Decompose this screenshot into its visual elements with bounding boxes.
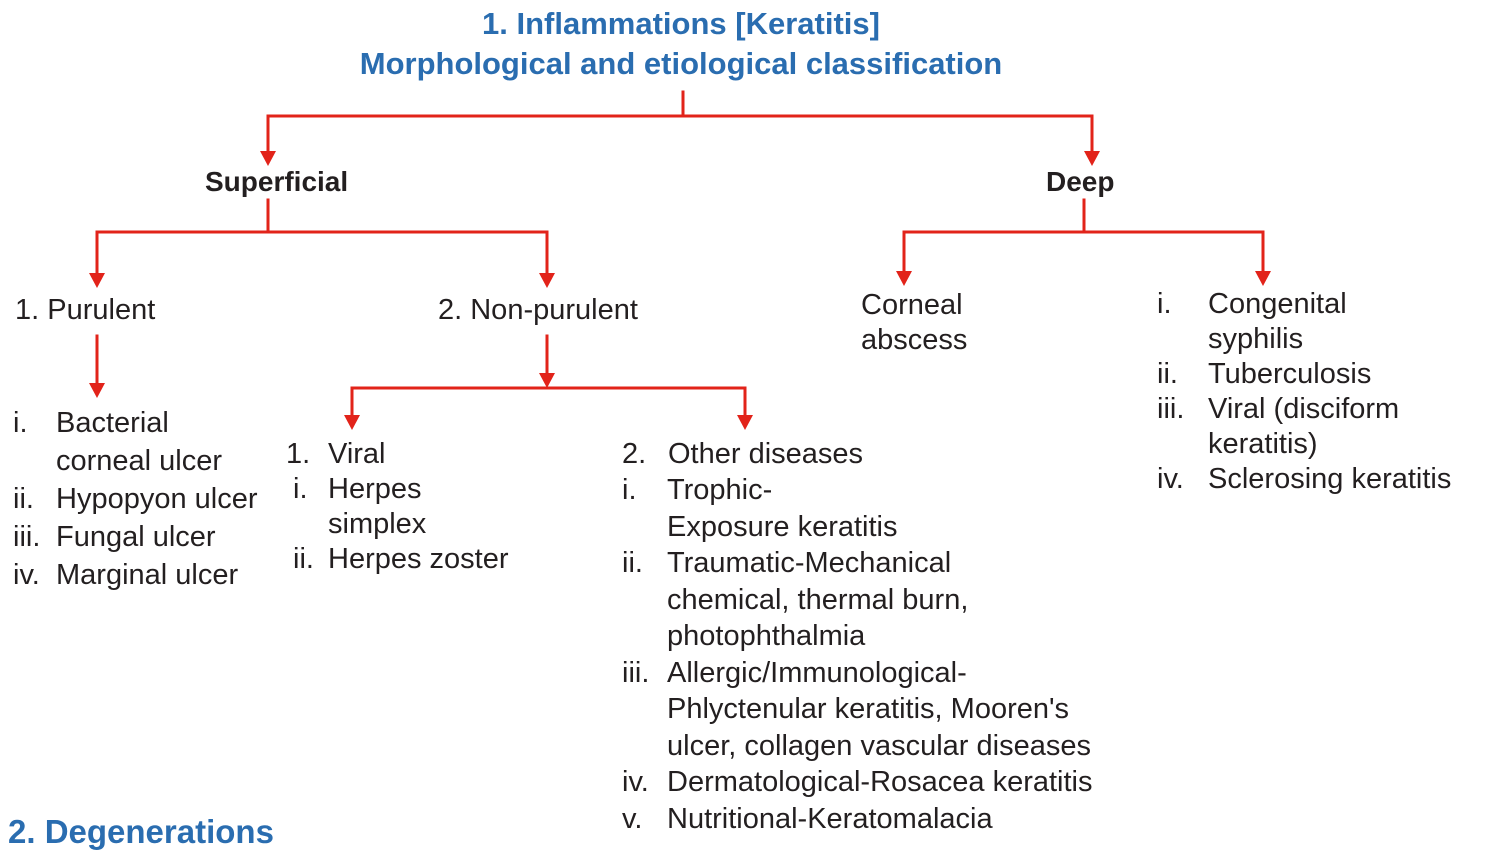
list-item: ii. Traumatic-Mechanical chemical, thermal… — [622, 545, 1093, 655]
arrowhead-icon — [89, 273, 105, 288]
section-degenerations: 2. Degenerations — [8, 813, 274, 850]
purulent-list: i. Bacterial corneal ulcer ii. Hypopyon ulce… — [13, 404, 258, 594]
viral-number: 1. — [286, 438, 311, 470]
list-item-number: iii. — [622, 656, 650, 689]
list-item-text: Congenital — [1208, 288, 1347, 320]
list-item: i. Congenital syphilis — [1157, 287, 1451, 357]
list-item-text: photophthalmia — [667, 620, 866, 652]
list-item-number: ii. — [1157, 358, 1178, 390]
list-item-number: iii. — [13, 521, 41, 553]
list-item-number: ii. — [293, 543, 314, 575]
list-item-text: Tuberculosis — [1208, 358, 1372, 390]
arrowhead-icon — [1084, 151, 1100, 166]
list-item-text: chemical, thermal burn, — [667, 583, 969, 616]
list-item-text: Bacterial — [56, 407, 169, 439]
arrowhead-icon — [260, 151, 276, 166]
deep-causes-list: i. Congenital syphilis ii. Tuberculosis iii. V… — [1157, 287, 1451, 497]
list-item-text: Fungal ulcer — [56, 521, 216, 553]
list-item-text: ulcer, collagen vascular diseases — [667, 729, 1091, 762]
list-item-number: iv. — [622, 766, 649, 798]
list-item-number: i. — [293, 473, 308, 505]
list-item-number: i. — [13, 407, 28, 439]
arrowhead-icon — [1255, 271, 1271, 286]
arrowhead-icon — [737, 415, 753, 430]
node-corneal-abscess-line1: Corneal — [861, 289, 963, 321]
list-item: v. Nutritional-Keratomalacia — [622, 801, 1093, 838]
list-item-number: i. — [622, 474, 637, 506]
diagram-title-line1: 1. Inflammations [Keratitis] — [482, 6, 880, 41]
list-item: i. Bacterial corneal ulcer — [13, 404, 258, 480]
list-item: iv. Sclerosing keratitis — [1157, 462, 1451, 497]
list-item-text: Sclerosing keratitis — [1208, 463, 1452, 495]
list-item-text: Traumatic-Mechanical — [667, 547, 952, 579]
list-item-number: i. — [1157, 288, 1172, 320]
diagram-title-line2: Morphological and etiological classifica… — [359, 46, 1003, 81]
list-item-number: ii. — [13, 483, 34, 515]
list-item: ii. Hypopyon ulcer — [13, 480, 258, 518]
node-corneal-abscess-line2: abscess — [861, 324, 968, 356]
list-item-number: v. — [622, 802, 643, 835]
list-item-text: Nutritional-Keratomalacia — [667, 802, 993, 835]
list-item-text: Dermatological-Rosacea keratitis — [667, 766, 1093, 798]
other-diseases-list: i. Trophic- Exposure keratitis ii. Traumatic… — [622, 472, 1093, 837]
list-item-text: keratitis) — [1208, 428, 1318, 460]
arrowhead-icon — [89, 383, 105, 398]
arrowhead-icon — [344, 415, 360, 430]
arrowhead-icon — [896, 271, 912, 286]
list-item: iii. Fungal ulcer — [13, 518, 258, 556]
list-item: ii. Tuberculosis — [1157, 357, 1451, 392]
list-item-number: ii. — [622, 547, 643, 579]
list-item-number: iv. — [1157, 463, 1184, 495]
node-viral: Viral — [328, 438, 386, 470]
viral-list: i. Herpes simplex ii. Herpes zoster — [293, 472, 509, 577]
list-item-text: Viral (disciform — [1208, 393, 1400, 425]
list-item: ii. Herpes zoster — [293, 542, 509, 577]
list-item-text: Marginal ulcer — [56, 559, 239, 591]
list-item-text: corneal ulcer — [56, 445, 223, 477]
arrowhead-icon — [539, 273, 555, 288]
list-item-text: Exposure keratitis — [667, 510, 898, 543]
other-number: 2. — [622, 438, 647, 470]
list-item-text: Herpes — [328, 473, 422, 505]
list-item: iii. Viral (disciform keratitis) — [1157, 392, 1451, 462]
list-item-text: Allergic/Immunological- — [667, 656, 967, 689]
list-item-text: simplex — [328, 508, 427, 540]
node-purulent: 1. Purulent — [15, 294, 156, 326]
list-item-text: syphilis — [1208, 323, 1304, 355]
list-item: iv. Marginal ulcer — [13, 556, 258, 594]
list-item: i. Trophic- Exposure keratitis — [622, 472, 1093, 545]
list-item-text: Phlyctenular keratitis, Mooren's — [667, 693, 1070, 725]
arrowhead-icon — [539, 373, 555, 388]
list-item-text: Hypopyon ulcer — [56, 483, 258, 515]
node-other-diseases: Other diseases — [668, 438, 864, 470]
list-item-number: iii. — [1157, 393, 1185, 425]
node-superficial: Superficial — [205, 166, 349, 197]
list-item: iii. Allergic/Immunological- Phlyctenular … — [622, 655, 1093, 765]
list-item-text: Trophic- — [667, 474, 773, 506]
list-item-number: iv. — [13, 559, 40, 591]
node-deep: Deep — [1046, 166, 1115, 197]
list-item-text: Herpes zoster — [328, 543, 509, 575]
node-non-purulent: 2. Non-purulent — [438, 294, 638, 326]
list-item: iv. Dermatological-Rosacea keratitis — [622, 764, 1093, 801]
list-item: i. Herpes simplex — [293, 472, 509, 542]
